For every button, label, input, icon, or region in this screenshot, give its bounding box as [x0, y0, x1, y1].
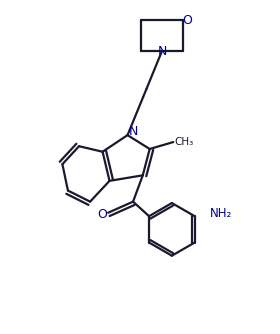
Text: N: N — [129, 125, 138, 138]
Text: O: O — [97, 208, 107, 221]
Text: O: O — [182, 14, 192, 27]
Text: NH₂: NH₂ — [210, 207, 232, 220]
Text: CH₃: CH₃ — [175, 137, 194, 147]
Text: N: N — [157, 45, 167, 58]
